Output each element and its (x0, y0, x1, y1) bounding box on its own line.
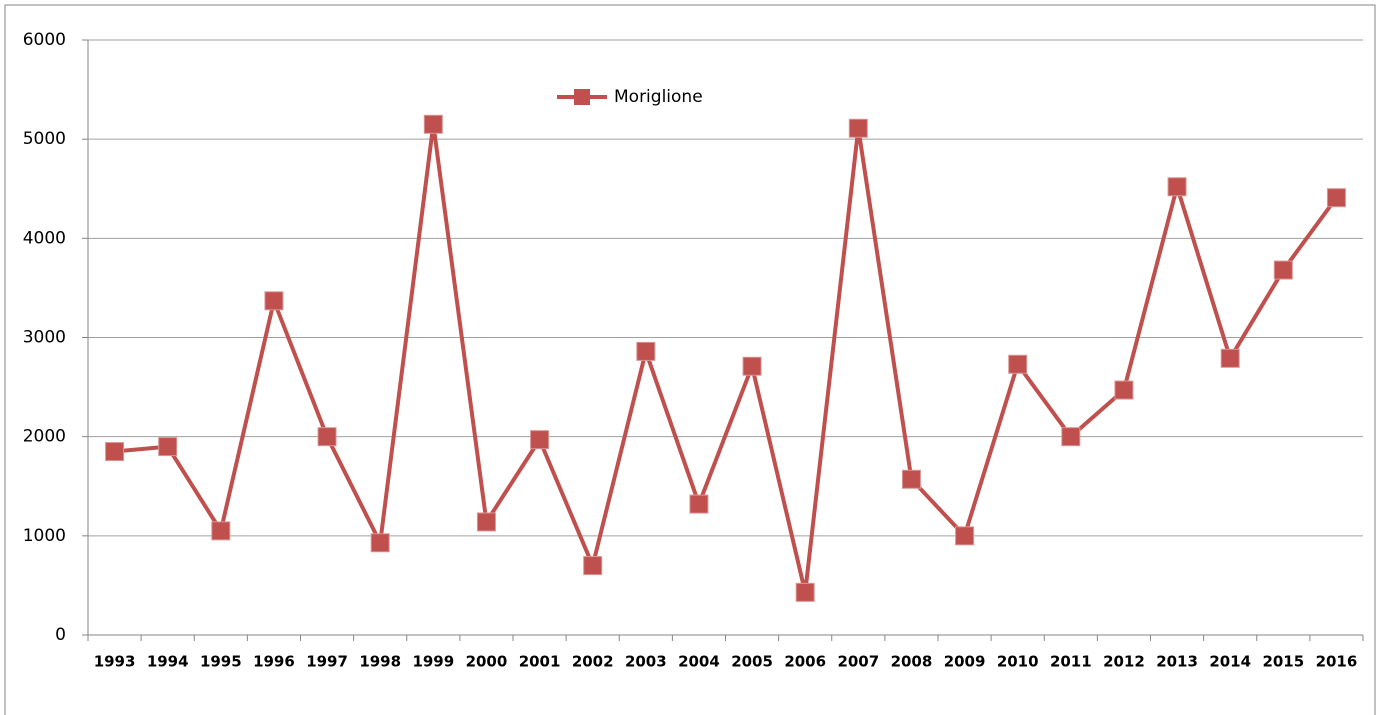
y-tick-label: 5000 (23, 129, 66, 149)
x-tick-label: 2005 (731, 653, 773, 671)
y-tick-label: 4000 (23, 228, 66, 248)
marker (1273, 260, 1293, 280)
marker (423, 114, 443, 134)
marker (742, 356, 762, 376)
marker (370, 533, 390, 553)
x-tick-label: 2011 (1050, 653, 1092, 671)
marker (795, 582, 815, 602)
x-tick-label: 2007 (837, 653, 879, 671)
marker (689, 494, 709, 514)
y-tick-label: 1000 (23, 526, 66, 546)
marker (1326, 188, 1346, 208)
line (114, 122, 1339, 595)
x-tick-label: 2009 (944, 653, 986, 671)
x-tick-label: 1993 (94, 653, 136, 671)
x-tick-label: 2003 (625, 653, 667, 671)
marker (530, 430, 550, 450)
x-tick-label: 2000 (466, 653, 508, 671)
marker (1220, 348, 1240, 368)
x-tick-label: 2001 (519, 653, 561, 671)
marker (211, 521, 231, 541)
marker (1114, 380, 1134, 400)
marker (317, 427, 337, 447)
x-tick-label: 2008 (891, 653, 933, 671)
x-tick-label: 2010 (997, 653, 1039, 671)
marker (1061, 427, 1081, 447)
x-tick-label: 1994 (147, 653, 189, 671)
x-tick-label: 2006 (784, 653, 826, 671)
y-tick-label: 3000 (23, 328, 66, 348)
marker (848, 118, 868, 138)
legend-marker (574, 89, 590, 105)
x-tick-label: 1995 (200, 653, 242, 671)
x-tick-label: 2004 (678, 653, 720, 671)
marker (901, 469, 921, 489)
x-tick-label: 2013 (1156, 653, 1198, 671)
marker (105, 442, 125, 462)
y-tick-label: 6000 (23, 30, 66, 50)
y-tick-label: 0 (55, 625, 66, 645)
y-tick-label: 2000 (23, 427, 66, 447)
legend-label: Moriglione (614, 87, 703, 107)
x-tick-label: 1996 (253, 653, 295, 671)
marker (264, 291, 284, 311)
x-tick-label: 2012 (1103, 653, 1145, 671)
marker (1008, 354, 1028, 374)
x-tick-label: 1998 (359, 653, 401, 671)
x-tick-label: 2002 (572, 653, 614, 671)
marker (636, 341, 656, 361)
x-tick-label: 1999 (412, 653, 454, 671)
x-tick-label: 2015 (1262, 653, 1304, 671)
chart-border (4, 4, 1376, 715)
marker (955, 526, 975, 546)
marker (158, 437, 178, 457)
x-tick-label: 2014 (1209, 653, 1251, 671)
marker (1167, 177, 1187, 197)
x-tick-label: 1997 (306, 653, 348, 671)
marker (476, 512, 496, 532)
x-tick-label: 2016 (1316, 653, 1358, 671)
marker (583, 556, 603, 576)
